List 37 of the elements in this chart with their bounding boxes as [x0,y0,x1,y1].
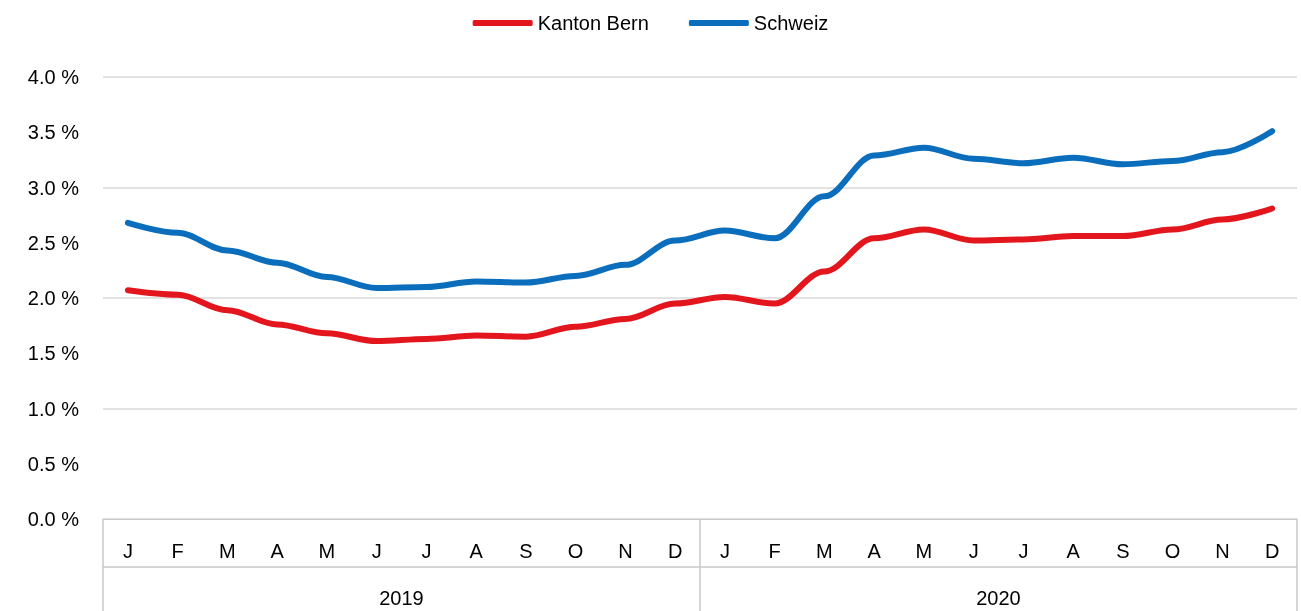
x-tick-label: A [867,540,882,562]
x-tick-label: J [1018,540,1029,562]
y-tick-label: 4.0 % [27,66,80,88]
x-tick-label: J [122,540,133,562]
y-tick-label: 2.5 % [27,231,80,254]
x-tick-label: S [519,540,533,562]
y-tick-label: 1.5 % [27,342,80,365]
x-tick-label: O [1164,540,1181,562]
text: 2020 [976,587,1021,609]
x-tick-label: J [968,540,979,562]
text: 2019 [379,587,424,609]
x-tick-label: M [219,540,236,562]
x-tick-label: A [469,540,484,562]
x-tick-label: M [816,540,833,562]
x-tick-label: S [1116,540,1130,562]
x-tick-label: J [421,540,432,562]
x-tick-label: F [768,540,781,562]
x-tick-label: N [618,540,633,562]
x-tick-label: O [567,540,584,562]
y-tick-label: 3.0 % [27,176,80,199]
x-tick-label: A [270,540,285,562]
x-tick-label: F [171,540,184,562]
legend-label: Schweiz [753,12,829,34]
x-tick-label: M [915,540,933,562]
x-tick-label: N [1215,540,1230,562]
x-tick-label: J [719,540,730,562]
x-tick-label: D [667,540,683,562]
x-tick-label: D [1264,540,1280,562]
legend-label: Kanton Bern [537,12,649,34]
x-tick-label: M [318,540,336,562]
y-tick-label: 1.0 % [27,397,80,420]
y-tick-label: 3.5 % [27,121,80,144]
y-tick-label: 0.0 % [27,508,80,530]
x-tick-label: A [1066,540,1081,562]
x-tick-label: J [371,540,382,562]
y-tick-label: 0.5 % [27,452,80,475]
y-tick-label: 2.0 % [27,287,80,309]
